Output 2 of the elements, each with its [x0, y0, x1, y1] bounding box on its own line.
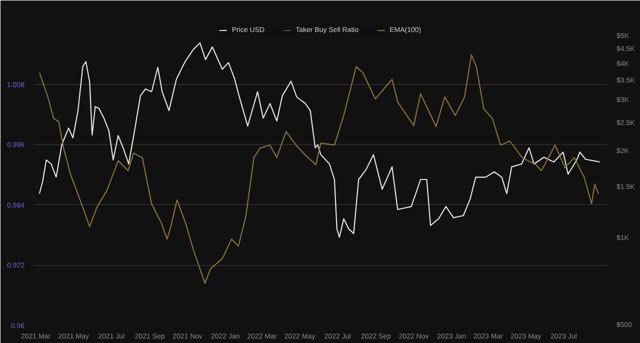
line-series — [38, 42, 600, 238]
line-series — [38, 54, 599, 284]
